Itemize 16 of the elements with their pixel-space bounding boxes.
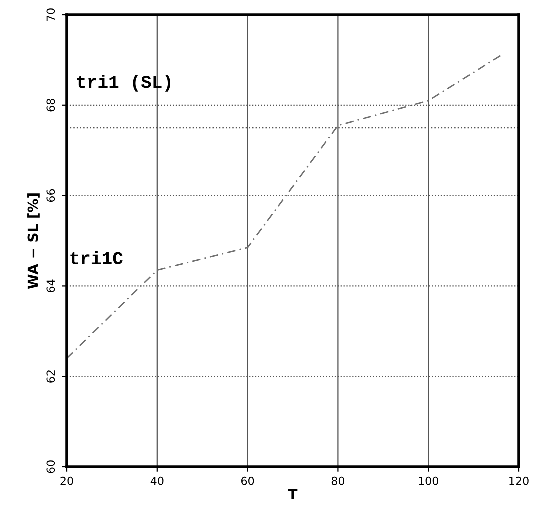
line-series [67,54,502,360]
y-tick-label: 60 [46,460,56,474]
y-tick-label: 66 [46,189,56,202]
y-tick-label: 62 [46,370,56,383]
y-tick-label: 70 [46,8,56,22]
x-tick-label: 60 [242,476,254,486]
x-tick-label: 40 [150,476,164,486]
y-tick-label: 68 [46,99,56,112]
y-axis-title: WA − SL [%] [28,194,40,290]
series-label: tri1C [70,251,123,265]
x-tick-label: 120 [510,476,529,486]
y-tick-label: 64 [46,280,56,292]
x-tick-label: 100 [419,476,438,486]
x-tick-label: 80 [332,476,345,486]
x-tick-label: 20 [60,476,74,486]
x-axis-title: T [288,489,298,500]
